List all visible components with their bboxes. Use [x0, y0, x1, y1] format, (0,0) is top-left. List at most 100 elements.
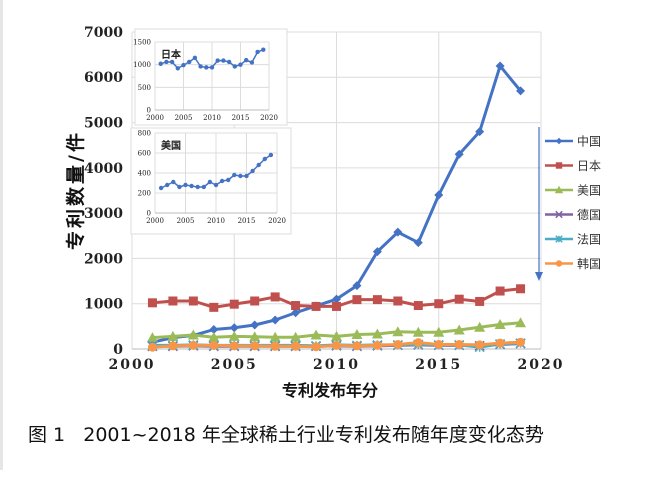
data-point: [352, 295, 362, 305]
y-tick-label: 0: [147, 106, 151, 114]
data-point: [270, 341, 280, 351]
legend-label: 美国: [577, 184, 601, 198]
data-point: [188, 296, 198, 306]
data-point: [168, 296, 178, 306]
data-point: [229, 341, 239, 351]
data-point: [250, 168, 255, 174]
legend-marker: [555, 235, 563, 243]
data-point: [192, 55, 198, 61]
legend-item: 美国: [545, 184, 601, 198]
data-point: [372, 340, 382, 350]
data-point: [262, 156, 267, 162]
data-point: [434, 339, 444, 349]
arrow-head-icon: [535, 272, 543, 281]
x-tick-label: 2015: [232, 114, 250, 122]
inset-usa: 0 200 400 600 800 2000 2005 2010 2015 2020 美国: [130, 127, 292, 235]
legend-item: 法国: [545, 233, 601, 247]
data-point: [188, 340, 198, 350]
data-point: [372, 247, 382, 257]
figure-caption: 图 1 2001~2018 年全球稀土行业专利发布随年度变化态势: [28, 424, 544, 446]
data-point: [171, 179, 176, 185]
data-point: [209, 65, 215, 70]
data-point: [291, 301, 301, 311]
data-point: [147, 298, 157, 308]
data-point: [270, 315, 280, 325]
series-line: [158, 152, 274, 191]
data-point: [392, 326, 404, 337]
data-point: [213, 182, 219, 188]
y-tick-label: 6000: [84, 70, 123, 86]
data-point: [331, 330, 342, 341]
data-point: [352, 341, 362, 351]
data-point: [250, 320, 260, 330]
data-point: [208, 331, 220, 342]
data-point: [168, 341, 178, 351]
legend-marker: [555, 210, 563, 219]
data-point: [187, 329, 199, 340]
data-point: [516, 86, 526, 96]
y-tick-label: 200: [138, 189, 151, 197]
data-point: [249, 331, 261, 342]
data-point: [255, 49, 260, 55]
data-point: [393, 339, 403, 349]
data-point: [187, 59, 192, 65]
data-point: [352, 281, 362, 291]
data-point: [204, 65, 209, 70]
legend-marker: [554, 185, 564, 194]
inset-japan: 0 500 1000 1500 2000 2005 2010 2015 2020 日本: [133, 28, 288, 126]
data-point: [167, 330, 179, 341]
data-point: [434, 190, 444, 200]
data-point: [183, 182, 188, 188]
data-point: [189, 183, 194, 189]
y-tick-label: 600: [138, 149, 151, 157]
data-point: [290, 331, 302, 342]
series-line: [158, 47, 266, 71]
legend-item: 韩国: [545, 256, 601, 271]
data-point: [165, 182, 170, 188]
data-point: [332, 294, 341, 304]
y-axis-title: 专利数量/件: [64, 130, 87, 250]
data-point: [516, 337, 526, 347]
data-point: [209, 302, 219, 312]
data-point: [495, 286, 505, 296]
data-point: [181, 62, 186, 68]
data-point: [371, 328, 383, 339]
y-tick-label: 1000: [133, 61, 151, 69]
data-point: [291, 341, 301, 351]
x-tick-label: 2015: [415, 357, 462, 373]
data-point: [291, 308, 301, 318]
data-point: [268, 152, 274, 158]
legend-item: 德国: [545, 207, 601, 222]
series-韩国: [147, 337, 526, 352]
data-point: [244, 57, 249, 63]
data-point: [332, 340, 341, 350]
data-point: [454, 149, 464, 159]
data-point: [515, 317, 527, 328]
x-tick-label: 2020: [260, 114, 278, 122]
data-point: [229, 299, 239, 309]
y-tick-label: 2000: [84, 251, 123, 267]
data-point: [433, 326, 445, 337]
data-point: [219, 178, 225, 184]
data-point: [198, 64, 203, 69]
data-point: [249, 60, 255, 65]
data-point: [164, 59, 169, 65]
data-point: [413, 301, 423, 311]
data-point: [475, 127, 485, 137]
data-point: [226, 59, 232, 65]
legend-label: 法国: [577, 233, 601, 247]
data-point: [232, 64, 237, 69]
data-point: [495, 61, 505, 71]
x-tick-label: 2010: [203, 114, 221, 122]
inset-title: 日本: [161, 48, 182, 61]
data-point: [147, 342, 157, 352]
x-tick-label: 2000: [146, 114, 164, 122]
y-tick-label: 1000: [84, 297, 123, 313]
legend-item: 日本: [545, 159, 601, 173]
y-tick-label: 1500: [133, 38, 151, 46]
data-point: [221, 58, 226, 63]
x-tick-label: 2010: [207, 217, 225, 225]
inset-frame: [134, 28, 288, 126]
x-tick-label: 2005: [175, 114, 193, 122]
